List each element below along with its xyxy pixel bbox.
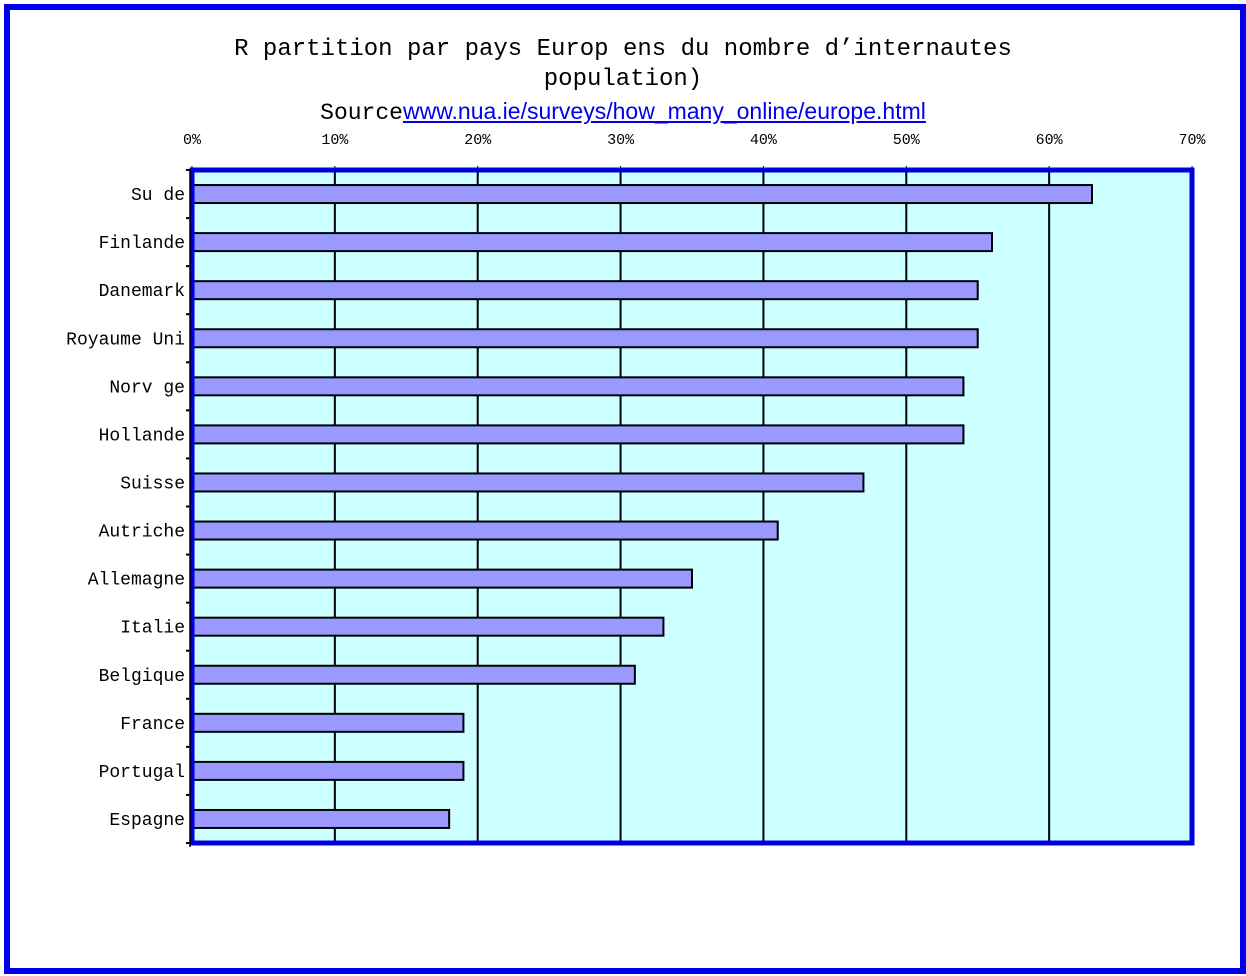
bar: [191, 664, 636, 685]
x-tick-label: 0%: [183, 132, 202, 149]
x-tick-label: 20%: [464, 132, 492, 149]
bar: [191, 712, 465, 733]
category-label: Portugal: [99, 763, 185, 783]
category-label: Suisse: [120, 474, 185, 494]
bar: [191, 568, 693, 589]
bar: [191, 520, 779, 541]
bar: [191, 424, 965, 445]
chart-title-line-2: population): [543, 66, 703, 93]
bar: [191, 280, 979, 301]
plot-border: [189, 167, 1195, 846]
category-label: Su de: [131, 186, 185, 206]
category-label: Espagne: [109, 811, 185, 831]
bar: [191, 184, 1093, 205]
x-tick-label: 60%: [1036, 132, 1064, 149]
chart-title-line-1: R partition par pays Europ ens du nombre…: [234, 36, 1012, 63]
chart-source: Sourcewww.nua.ie/surveys/how_many_online…: [0, 98, 1246, 126]
category-label: Belgique: [99, 667, 185, 687]
category-label: Norv ge: [109, 378, 185, 398]
plot-area: [192, 170, 1192, 843]
bar: [191, 760, 465, 781]
x-tick-label: 30%: [607, 132, 635, 149]
category-label: Danemark: [99, 282, 185, 302]
category-label: Autriche: [99, 523, 185, 543]
bar: [191, 616, 665, 637]
x-tick-label: 10%: [321, 132, 349, 149]
bar: [191, 376, 965, 397]
category-label: France: [120, 715, 185, 735]
x-tick-label: 70%: [1178, 132, 1206, 149]
bar: [191, 328, 979, 349]
bar: [191, 472, 865, 493]
bar: [191, 232, 993, 253]
x-tick-label: 50%: [893, 132, 921, 149]
category-label: Hollande: [99, 426, 185, 446]
category-label: Royaume Uni: [66, 330, 185, 350]
category-label: Italie: [120, 619, 185, 639]
category-label: Finlande: [99, 234, 185, 254]
source-link[interactable]: www.nua.ie/surveys/how_many_online/europ…: [402, 98, 926, 124]
source-label: Source: [320, 100, 403, 126]
category-label: Allemagne: [88, 571, 185, 591]
bar: [191, 808, 451, 829]
x-tick-label: 40%: [750, 132, 778, 149]
